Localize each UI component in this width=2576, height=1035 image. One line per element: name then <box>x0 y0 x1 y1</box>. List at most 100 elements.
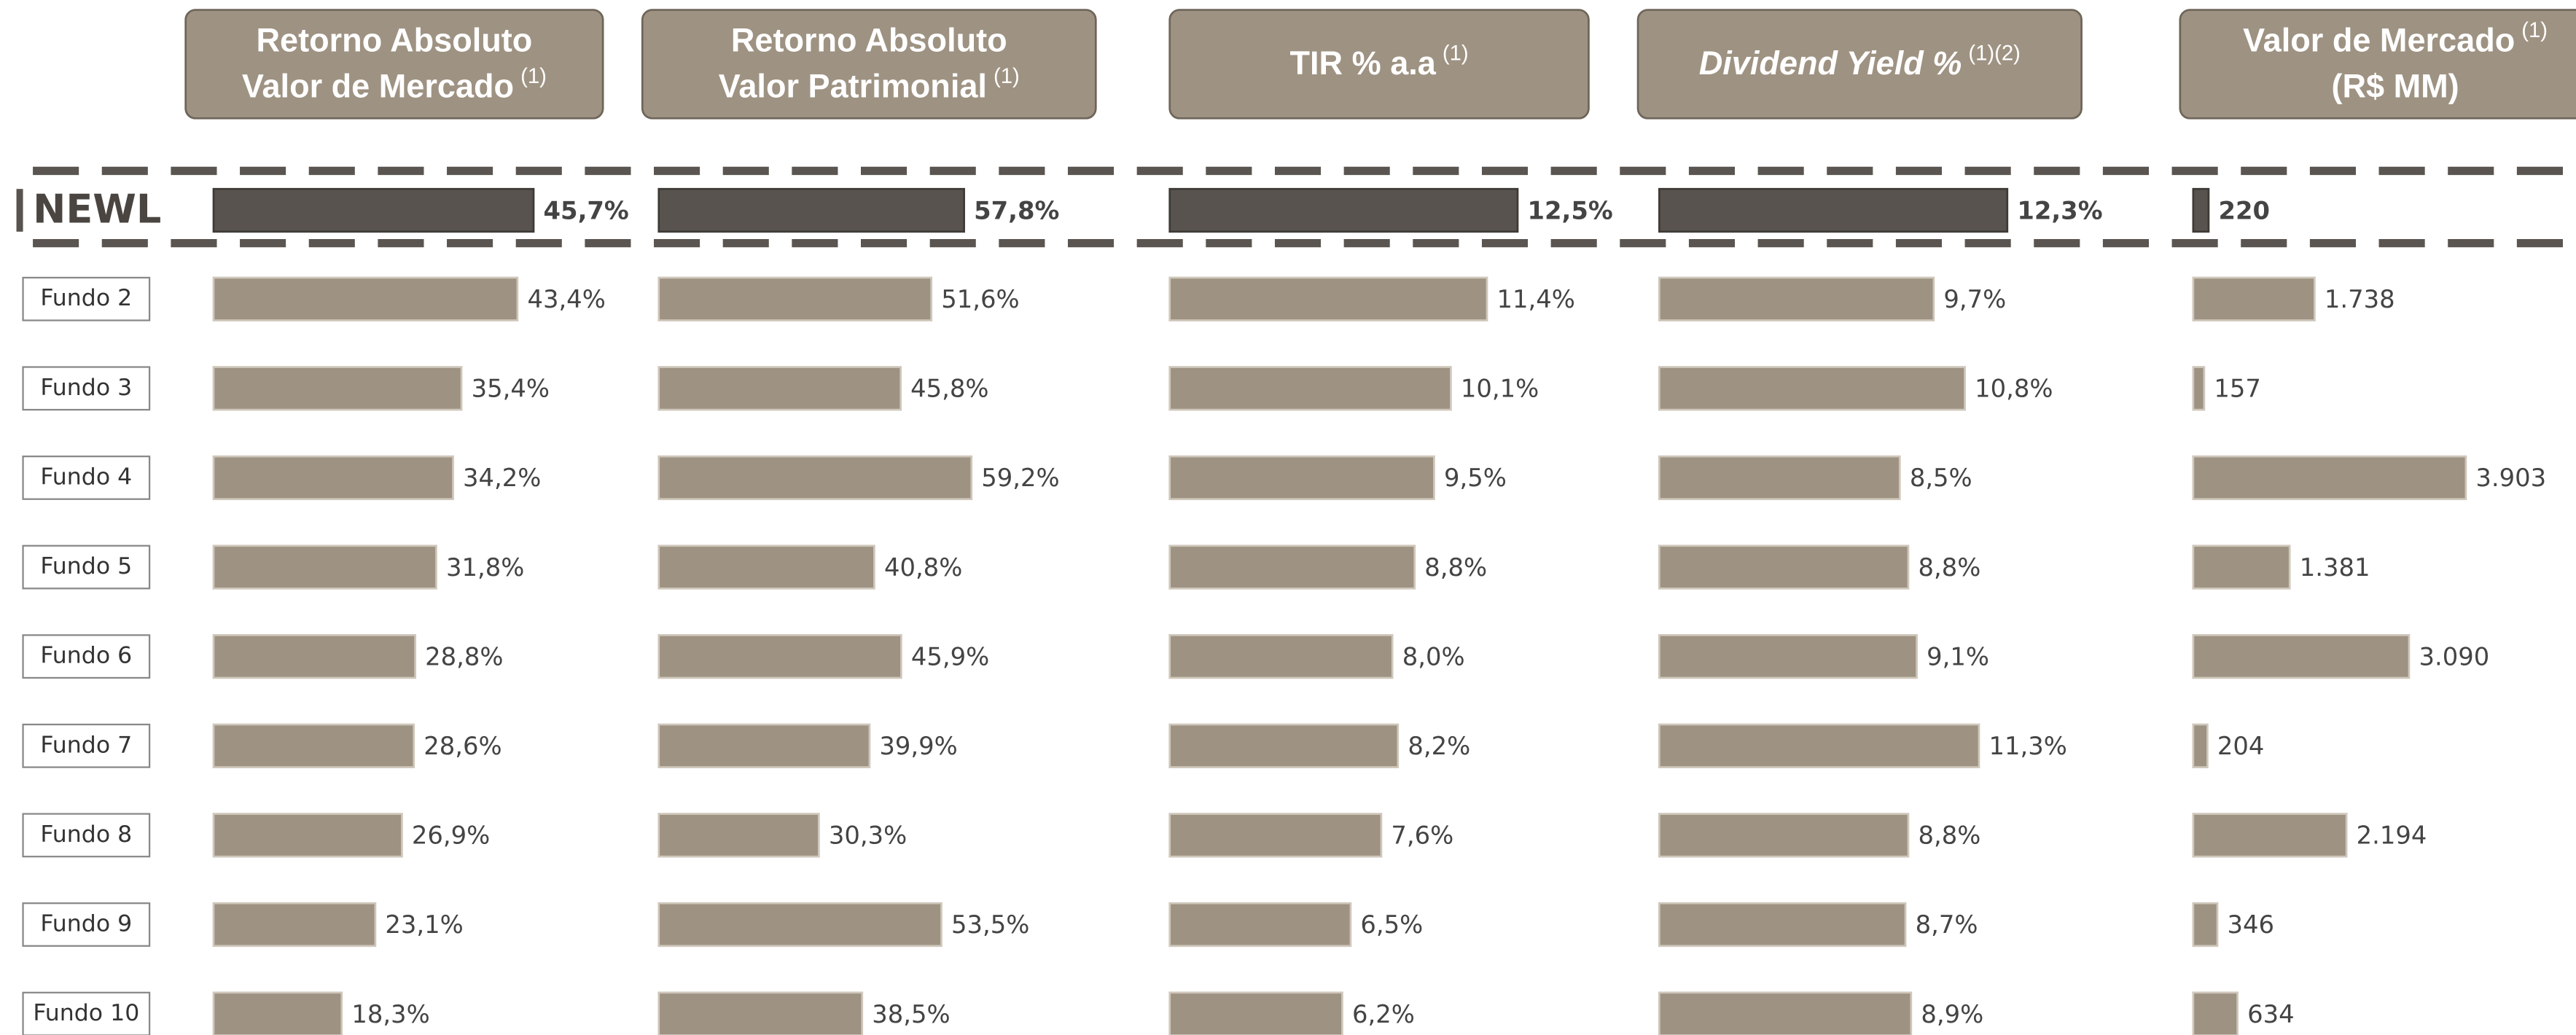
value-label: 204 <box>2217 732 2265 760</box>
header-title: Retorno Absoluto <box>731 22 1007 59</box>
category-box <box>22 723 151 768</box>
category-label: Fundo 6 <box>40 643 132 669</box>
header-title-line: Retorno Absoluto <box>257 22 533 59</box>
value-label: 28,8% <box>425 642 503 671</box>
bar <box>1658 902 1907 948</box>
category-label: Fundo 2 <box>40 285 132 311</box>
value-label: 45,8% <box>910 375 988 403</box>
value-label: 11,4% <box>1497 285 1575 313</box>
bar <box>657 276 933 321</box>
bar <box>657 187 965 233</box>
category-label: Fundo 5 <box>40 553 132 579</box>
header-title-line: Valor de Mercado <box>2243 22 2515 59</box>
bar <box>2192 187 2210 233</box>
value-label: 9,1% <box>1927 642 1989 671</box>
value-label: 8,8% <box>1918 553 1980 582</box>
header-box <box>1636 9 2083 120</box>
bar <box>657 366 902 411</box>
value-label: 10,1% <box>1461 375 1539 403</box>
bar <box>1168 902 1352 948</box>
header-box <box>641 9 1097 120</box>
value-label: 8,2% <box>1408 732 1470 760</box>
header-note: (1) <box>994 64 1020 88</box>
value-label: 18,3% <box>351 1000 429 1028</box>
bar <box>1168 634 1394 679</box>
header-title-line: TIR % a.a <box>1290 44 1437 82</box>
value-label: 38,5% <box>872 1000 950 1028</box>
header-box <box>2179 9 2576 120</box>
category-label: Fundo 3 <box>40 375 132 401</box>
value-label: 1.738 <box>2325 285 2395 313</box>
bar <box>1658 366 1966 411</box>
value-label: 220 <box>2218 196 2270 224</box>
value-label: 57,8% <box>974 196 1059 224</box>
header-box <box>184 9 604 120</box>
value-label: 53,5% <box>951 910 1029 939</box>
header-title: Valor de Mercado (1) <box>242 64 547 105</box>
header-title: TIR % a.a (1) <box>1290 41 1469 82</box>
bar <box>1168 455 1435 501</box>
header-title: Valor de Mercado (1) <box>2243 18 2548 59</box>
bar <box>1658 187 2009 233</box>
category-label: Fundo 9 <box>40 910 132 937</box>
value-label: 8,9% <box>1921 1000 1983 1028</box>
category-box <box>22 366 151 411</box>
bar <box>1168 544 1416 590</box>
value-label: 12,3% <box>2017 196 2102 224</box>
value-label: 31,8% <box>446 553 524 582</box>
category-box <box>22 634 151 679</box>
bar <box>657 455 973 501</box>
value-label: 39,9% <box>879 732 957 760</box>
value-label: 45,9% <box>911 642 989 671</box>
bar <box>2192 634 2411 679</box>
header-title: Dividend Yield % (1)(2) <box>1699 41 2021 82</box>
header-note: (1) <box>520 64 547 88</box>
bar <box>212 723 415 768</box>
bar <box>212 813 403 858</box>
bar <box>212 902 377 948</box>
value-label: 26,9% <box>412 821 490 850</box>
bar <box>1658 455 1901 501</box>
value-label: 634 <box>2247 1000 2295 1028</box>
category-label: Fundo 10 <box>33 1000 139 1026</box>
value-label: 157 <box>2214 375 2261 403</box>
header-title: Valor Patrimonial (1) <box>719 64 1020 105</box>
bar <box>1658 991 1913 1035</box>
header-title-line: Valor de Mercado <box>242 68 514 105</box>
bar <box>2192 991 2239 1035</box>
header-title-line: Dividend Yield % <box>1699 44 1962 82</box>
bar <box>657 634 902 679</box>
value-label: 12,5% <box>1528 196 1613 224</box>
value-label: 8,5% <box>1910 464 1972 492</box>
category-box <box>22 544 151 590</box>
bar <box>2192 544 2291 590</box>
category-box <box>22 813 151 858</box>
bar <box>657 991 864 1035</box>
bar <box>1168 187 1519 233</box>
value-label: 30,3% <box>829 821 907 850</box>
category-label: Fundo 7 <box>40 732 132 758</box>
value-label: 34,2% <box>463 464 541 492</box>
header-title: Retorno Absoluto <box>257 22 533 59</box>
bar <box>1658 634 1918 679</box>
value-label: 43,4% <box>527 285 605 313</box>
bar <box>1658 813 1910 858</box>
value-label: 8,7% <box>1916 910 1978 939</box>
bar <box>1658 723 1980 768</box>
bar <box>212 544 437 590</box>
value-label: 2.194 <box>2357 821 2427 850</box>
bar <box>657 723 871 768</box>
value-label: 59,2% <box>981 464 1059 492</box>
header-subtitle: (R$ MM) <box>2331 68 2459 105</box>
value-label: 11,3% <box>1989 732 2067 760</box>
value-label: 45,7% <box>544 196 629 224</box>
header-note: (1) <box>1443 41 1469 65</box>
value-label: 3.090 <box>2419 642 2489 671</box>
value-label: 8,8% <box>1918 821 1980 850</box>
bar <box>1658 276 1935 321</box>
value-label: 9,7% <box>1943 285 2006 313</box>
bar <box>2192 455 2467 501</box>
header-title-line: Valor Patrimonial <box>719 68 987 105</box>
header-box <box>1168 9 1590 120</box>
